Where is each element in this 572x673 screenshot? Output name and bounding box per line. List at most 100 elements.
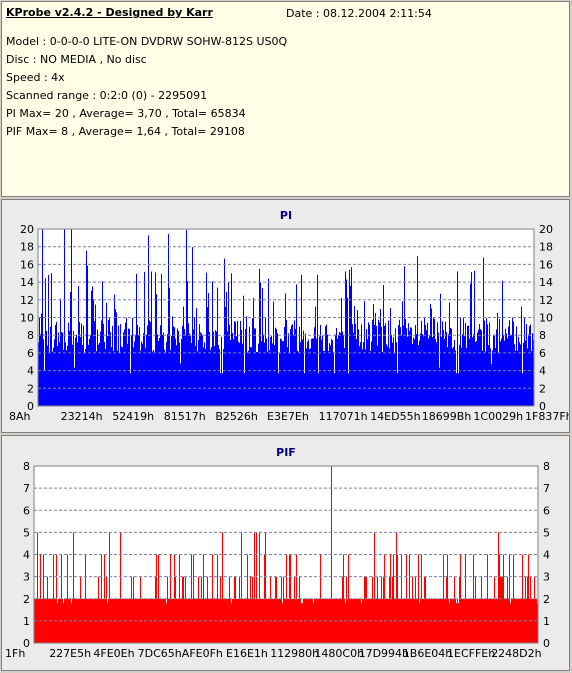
bar [181, 338, 182, 406]
bar [508, 326, 509, 406]
bar [235, 321, 236, 406]
bar [442, 321, 443, 406]
bar [450, 327, 451, 406]
bar [212, 281, 213, 406]
bar [230, 339, 231, 406]
bar [478, 329, 479, 406]
bar [315, 306, 316, 406]
bar [78, 285, 79, 406]
bar [513, 321, 514, 406]
bar [125, 322, 126, 406]
bar [374, 324, 375, 406]
speed-line: Speed : 4x [6, 71, 65, 84]
bar [232, 332, 233, 406]
bar [404, 266, 405, 406]
bar [259, 268, 260, 406]
bar [336, 327, 337, 406]
bar [143, 333, 144, 406]
bar [184, 328, 185, 406]
bar [249, 326, 250, 406]
bar [472, 337, 473, 406]
bar [294, 320, 295, 406]
bar [366, 329, 367, 406]
bar [507, 338, 508, 406]
bar [173, 326, 174, 406]
bar [186, 229, 187, 406]
bar [451, 328, 452, 406]
bar [83, 325, 84, 406]
bar [92, 286, 93, 406]
bar [433, 317, 434, 406]
bar [376, 325, 377, 406]
y-tick-label: 4 [23, 549, 30, 562]
x-tick-label: 81517h [164, 410, 206, 423]
bar [58, 332, 59, 406]
bar [502, 280, 503, 406]
bar [470, 283, 471, 406]
bar [285, 293, 286, 406]
bar [487, 324, 488, 406]
bar [222, 532, 223, 643]
bar [227, 331, 228, 406]
y-tick-label: 20 [20, 223, 34, 236]
y-tick-label-right: 8 [539, 329, 546, 342]
bar [203, 554, 204, 643]
bar [68, 322, 69, 406]
bar [81, 323, 82, 406]
bar [518, 336, 519, 406]
bar [468, 325, 469, 406]
bar [313, 338, 314, 406]
bar [351, 267, 352, 406]
bar [196, 308, 197, 406]
bar [150, 321, 151, 406]
bar [352, 324, 353, 406]
x-tick-label: 1Fh [5, 647, 25, 660]
bar [522, 554, 523, 643]
bar [69, 331, 70, 406]
bar [236, 336, 237, 406]
bar [513, 554, 514, 643]
x-tick-label: 4FE0Eh [93, 647, 134, 660]
bar [521, 306, 522, 406]
bar [171, 336, 172, 406]
bar [511, 335, 512, 406]
bar [410, 327, 411, 406]
bar [426, 330, 427, 406]
bar [270, 337, 271, 406]
y-tick-label-right: 8 [543, 460, 550, 473]
pi-chart-panel: PI 0 0 2 2 4 4 6 6 8 8 10 10 12 12 14 14 16 16 18 18 20 20 8Ah 2… [1, 199, 572, 433]
bar [137, 324, 138, 406]
bar [290, 329, 291, 406]
bar [299, 326, 300, 406]
y-tick-label: 14 [20, 276, 34, 289]
bar [505, 328, 506, 406]
bar [526, 324, 527, 406]
bar [265, 317, 266, 406]
x-tick-label: 8Ah [9, 410, 31, 423]
bar [420, 333, 421, 406]
bar [276, 329, 277, 406]
bar [308, 339, 309, 406]
y-tick-label-right: 6 [539, 347, 546, 360]
bar [254, 532, 255, 643]
bar [91, 290, 92, 406]
bar [449, 302, 450, 406]
bar [448, 334, 449, 406]
bar [87, 265, 88, 406]
bar [136, 273, 137, 406]
bar [311, 338, 312, 406]
x-tick-label: 1F837Fh [525, 410, 569, 423]
bar [417, 256, 418, 406]
bar [369, 324, 370, 406]
y-tick-label: 0 [23, 637, 30, 650]
y-tick-label: 16 [20, 258, 34, 271]
bar [483, 257, 484, 406]
bar [158, 554, 159, 643]
bar [262, 287, 263, 406]
disc-line: Disc : NO MEDIA , No disc [6, 53, 147, 66]
bar [131, 335, 132, 406]
bar [237, 320, 238, 406]
bar [516, 326, 517, 406]
bar [209, 331, 210, 406]
bar [437, 322, 438, 406]
